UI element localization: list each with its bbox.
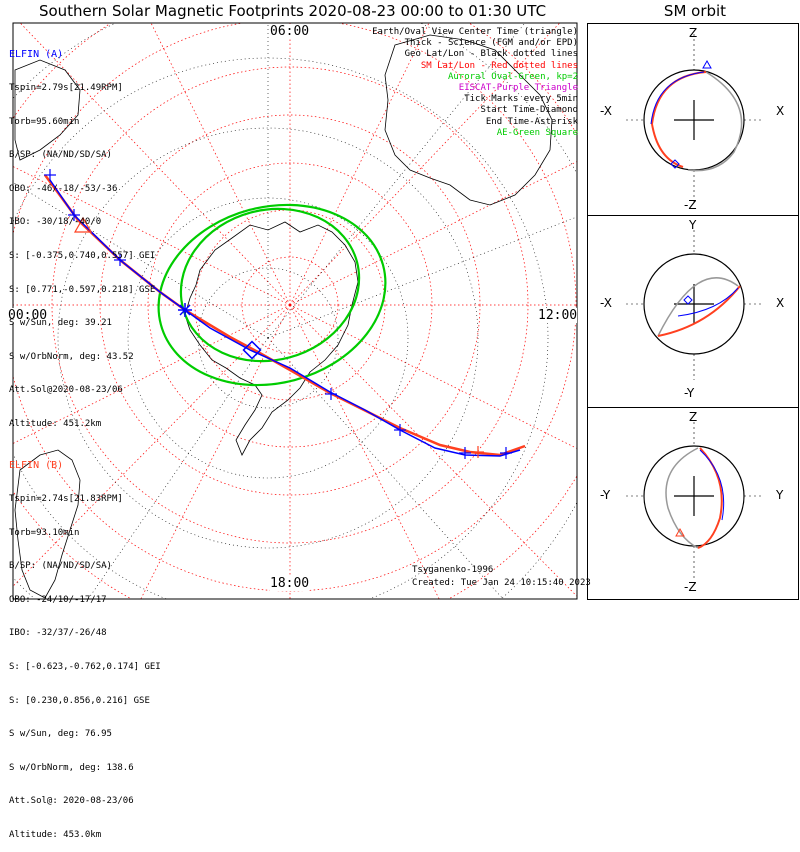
map-label-left: 00:00 — [8, 308, 48, 323]
panel1-bottom-label: -Z — [684, 198, 697, 212]
elfin-b-line: S: [0.230,0.856,0.216] GSE — [9, 695, 150, 706]
legend-item: End Time-Asterisk — [485, 116, 578, 127]
elfin-a-start-asterisk — [178, 303, 192, 317]
elfin-a-line: Torb=95.60min — [9, 116, 80, 127]
australia-outline — [384, 34, 553, 206]
tick-marks-b — [472, 446, 484, 458]
elfin-a-line: IBO: -30/18/-40/0 — [9, 217, 102, 228]
elfin-b-line: Att.Sol@: 2020-08-23/06 — [9, 796, 134, 807]
panel2-right-label: X — [776, 296, 785, 310]
elfin-a-info: ELFIN (A) Tspin=2.79s[21.49RPM] Torb=95.… — [9, 27, 155, 441]
elfin-b-line: S: [-0.623,-0.762,0.174] GEI — [9, 661, 161, 672]
model-credit: Tsyganenko-1996 — [412, 565, 494, 575]
legend-item: Earth/Oval View Center Time (triangle) — [372, 27, 578, 37]
elfin-b-line: Tspin=2.74s[21.83RPM] — [9, 494, 123, 504]
elfin-b-line: B/SP: (NA/ND/SD/SA) — [9, 561, 112, 572]
panel3-top-label: Z — [689, 410, 698, 424]
elfin-a-line: S: [-0.375,0.740,0.557] GEI — [9, 250, 156, 261]
orbit-panel-yz: Z -Z -Y Y — [587, 407, 799, 600]
legend-item: SM Lat/Lon - Red dotted lines — [420, 60, 578, 71]
elfin-b-line: S w/Sun, deg: 76.95 — [9, 729, 112, 740]
panel2-bottom-label: -Y — [684, 386, 695, 400]
panel1-right-label: X — [776, 104, 785, 118]
map-label-bottom: 18:00 — [270, 576, 310, 591]
legend-item: Auroral Oval-Green, kp=2 — [447, 71, 578, 82]
legend: Earth/Oval View Center Time (triangle) Th… — [372, 27, 578, 139]
africa-outline — [14, 59, 81, 161]
orbit-panel-xz: Z -Z -X X — [587, 23, 799, 216]
map-label-top: 06:00 — [270, 24, 310, 39]
elfin-a-line: B/SP: (NA/ND/SD/SA) — [9, 150, 112, 161]
elfin-a-name: ELFIN (A) — [9, 49, 64, 61]
elfin-a-line: Att.Sol@2020-08-23/06 — [9, 385, 123, 396]
south-america-outline — [14, 449, 81, 599]
geo-lat-lines — [13, 23, 577, 599]
panel3-bottom-label: -Z — [684, 580, 697, 594]
sm-orbit-title: SM orbit — [663, 2, 727, 20]
elfin-b-line: Torb=93.10min — [9, 527, 80, 538]
elfin-b-line: Altitude: 453.0km — [9, 829, 102, 840]
panel2-top-label: Y — [689, 218, 697, 232]
elfin-a-track — [49, 179, 521, 457]
sm-lon-lines — [13, 23, 577, 599]
elfin-a-line: S w/OrbNorm, deg: 43.52 — [9, 351, 134, 362]
legend-item: AE-Green Square — [496, 127, 578, 138]
page-title: Southern Solar Magnetic Footprints 2020-… — [38, 2, 547, 20]
elfin-b-line: S w/OrbNorm, deg: 138.6 — [9, 762, 134, 773]
orbit-panel-xy: Y -Y -X X — [587, 215, 799, 408]
legend-item: EISCAT-Purple Triangle — [458, 82, 578, 93]
elfin-b-name: ELFIN (B) — [9, 460, 64, 472]
elfin-b-triangle — [73, 216, 93, 233]
panel1-top-label: Z — [689, 26, 698, 40]
auroral-oval — [157, 203, 387, 387]
elfin-b-line: IBO: -32/37/-26/48 — [9, 628, 107, 639]
elfin-a-line: OBO: -46/-18/-53/-36 — [9, 183, 118, 194]
panel3-right-label: Y — [776, 488, 784, 502]
legend-item: Tick Marks every 5min — [464, 94, 578, 105]
map-label-right: 12:00 — [538, 308, 578, 323]
elfin-b-info: ELFIN (B) Tspin=2.74s[21.83RPM] Torb=93.… — [9, 438, 161, 852]
legend-item: Geo Lat/Lon - Black dotted lines — [404, 49, 578, 60]
created-timestamp: Created: Tue Jan 24 10:15:40 2023 — [412, 578, 591, 588]
panel1-left-label: -X — [600, 104, 612, 118]
panel2-left-label: -X — [600, 296, 612, 310]
ae-green-square — [242, 340, 262, 360]
antarctica-outline — [184, 221, 359, 456]
elfin-a-line: S: [0.771,-0.597,0.218] GSE — [9, 284, 156, 295]
legend-item: Thick - Science (FGM and/or EPD) — [404, 38, 578, 49]
elfin-a-line: Tspin=2.79s[21.49RPM] — [9, 83, 123, 93]
tick-marks — [44, 169, 512, 459]
legend-item: Start Time-Diamond — [480, 105, 578, 116]
elfin-a-line: Altitude: 451.2km — [9, 418, 102, 429]
coastlines — [14, 34, 553, 599]
elfin-b-line: OBO: -24/10/-17/17 — [9, 594, 107, 605]
panel3-left-label: -Y — [600, 488, 611, 502]
elfin-a-line: S w/Sun, deg: 39.21 — [9, 318, 112, 329]
